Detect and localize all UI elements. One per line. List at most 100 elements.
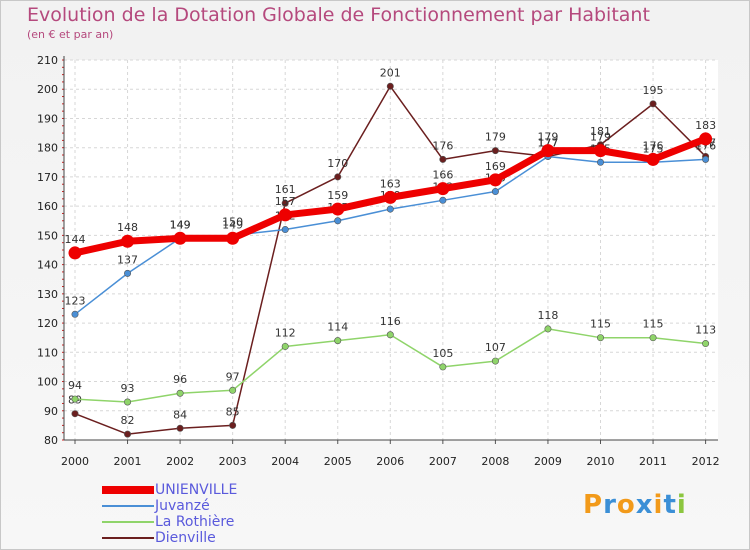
data-point-la-rothiere	[71, 395, 79, 403]
y-minor-tick	[62, 132, 64, 134]
y-tick-label: 90	[44, 405, 58, 418]
x-tick-label: 2012	[692, 455, 720, 468]
logo-letter: x	[635, 490, 654, 520]
y-minor-tick	[62, 373, 64, 375]
data-point-juvanze	[386, 205, 394, 213]
y-minor-tick	[62, 417, 64, 419]
data-label-juvanze: 123	[65, 294, 86, 307]
proxiti-logo: Proxiti	[583, 490, 687, 520]
logo-letter: o	[616, 490, 636, 520]
legend-label-juvanze: Juvanzé	[155, 498, 210, 514]
y-minor-tick	[62, 402, 64, 404]
y-minor-tick	[62, 351, 64, 353]
y-minor-tick	[62, 322, 64, 324]
y-minor-tick	[62, 81, 64, 83]
data-label-la-rothiere: 116	[380, 315, 401, 328]
data-label-unienville: 157	[275, 195, 296, 208]
y-minor-tick	[62, 220, 64, 222]
y-tick-label: 100	[37, 376, 58, 389]
y-minor-tick	[62, 242, 64, 244]
y-minor-tick	[62, 66, 64, 68]
legend-swatch-unienville	[102, 486, 154, 494]
data-label-unienville: 149	[170, 218, 191, 231]
data-label-unienville: 179	[590, 131, 611, 144]
y-minor-tick	[62, 395, 64, 397]
data-label-unienville: 169	[485, 160, 506, 173]
y-minor-tick	[62, 315, 64, 317]
series-la-rothiere: 94 93 96 97 112 114 116 105 107 118 115 115 113	[68, 309, 716, 406]
data-point-unienville	[594, 144, 607, 158]
legend-label-la-rothiere: La Rothière	[155, 514, 235, 530]
data-label-dienville: 179	[485, 131, 506, 144]
y-minor-tick	[62, 212, 64, 214]
y-minor-tick	[62, 410, 64, 412]
data-point-unienville	[68, 246, 82, 260]
data-point-unienville	[488, 173, 502, 187]
legend: UNIENVILLE Juvanzé La Rothière Dienville	[102, 482, 237, 546]
data-point-dienville	[176, 424, 184, 432]
data-label-dienville: 84	[173, 408, 187, 421]
legend-swatch-la-rothiere	[102, 521, 154, 523]
y-minor-tick	[62, 264, 64, 266]
data-point-unienville	[226, 231, 240, 245]
data-point-dienville	[386, 82, 394, 90]
data-label-juvanze: 175	[643, 142, 664, 155]
y-tick-label: 120	[37, 317, 58, 330]
x-tick-label: 2009	[534, 455, 562, 468]
data-point-dienville	[229, 421, 237, 429]
data-point-dienville	[334, 173, 342, 181]
data-point-juvanze	[439, 196, 447, 204]
y-tick-label: 160	[37, 200, 58, 213]
data-label-dienville: 82	[121, 414, 135, 427]
data-point-juvanze	[491, 188, 499, 196]
y-minor-tick	[62, 256, 64, 258]
data-point-unienville	[699, 132, 713, 146]
y-tick-label: 80	[44, 434, 58, 447]
data-label-la-rothiere: 94	[68, 379, 82, 392]
y-tick-label: 140	[37, 259, 58, 272]
logo-letter: P	[583, 490, 604, 520]
y-minor-tick	[62, 96, 64, 98]
y-tick-label: 150	[37, 229, 58, 242]
data-label-la-rothiere: 118	[537, 309, 558, 322]
y-minor-tick	[62, 59, 64, 61]
logo-letter: i	[653, 490, 664, 520]
data-label-dienville: 177	[537, 136, 558, 149]
legend-label-dienville: Dienville	[155, 530, 216, 546]
y-minor-tick	[62, 147, 64, 149]
data-point-la-rothiere	[439, 363, 447, 371]
data-point-unienville	[121, 234, 135, 248]
x-tick-label: 2000	[61, 455, 89, 468]
data-point-la-rothiere	[596, 334, 604, 342]
y-minor-tick	[62, 74, 64, 76]
y-minor-tick	[62, 366, 64, 368]
y-minor-tick	[62, 249, 64, 251]
data-point-juvanze	[124, 269, 132, 277]
data-label-unienville: 183	[695, 119, 716, 132]
x-tick-label: 2006	[376, 455, 404, 468]
data-point-la-rothiere	[281, 342, 289, 350]
y-minor-tick	[62, 300, 64, 302]
data-label-unienville: 166	[432, 169, 453, 182]
y-minor-tick	[62, 278, 64, 280]
data-label-unienville: 179	[537, 131, 558, 144]
logo-letter: t	[663, 490, 677, 520]
plot-area	[64, 60, 718, 440]
data-point-la-rothiere	[491, 357, 499, 365]
y-minor-tick	[62, 381, 64, 383]
y-tick-label: 190	[37, 112, 58, 125]
data-label-la-rothiere: 105	[432, 347, 453, 360]
y-tick-label: 110	[37, 346, 58, 359]
data-point-juvanze	[281, 226, 289, 234]
data-point-juvanze	[334, 217, 342, 225]
data-point-la-rothiere	[649, 334, 657, 342]
data-point-juvanze	[596, 158, 604, 166]
data-point-unienville	[173, 231, 187, 245]
data-label-la-rothiere: 113	[695, 324, 716, 337]
legend-swatch-dienville	[102, 537, 154, 539]
data-label-la-rothiere: 112	[275, 326, 296, 339]
data-label-juvanze: 149	[170, 218, 191, 231]
chart-subtitle: (en € et par an)	[27, 28, 114, 41]
data-label-la-rothiere: 114	[327, 321, 348, 334]
